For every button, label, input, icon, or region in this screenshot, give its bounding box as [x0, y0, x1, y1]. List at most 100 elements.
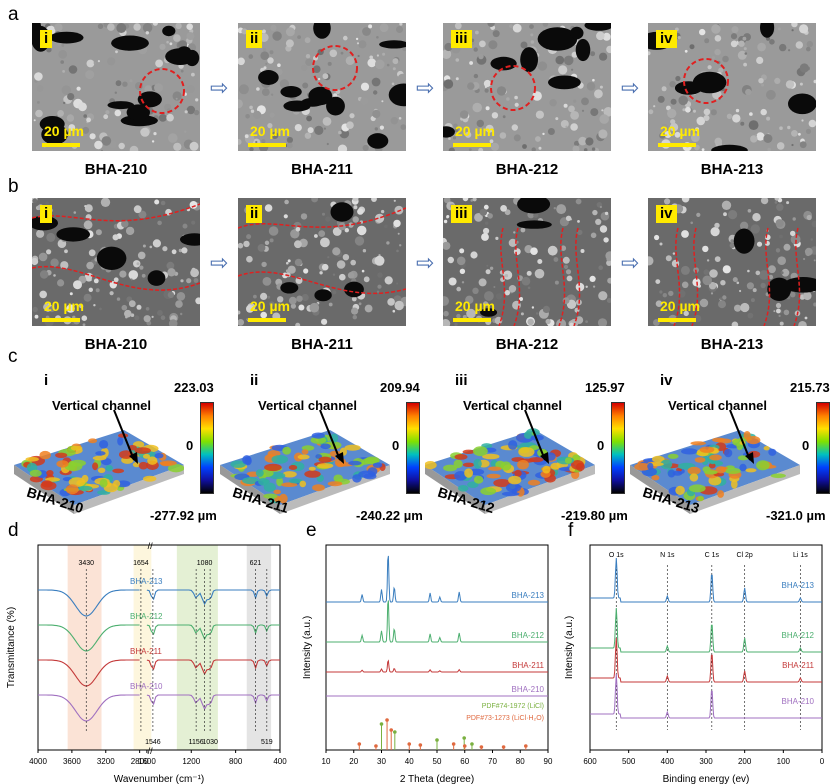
- scale-bar: [42, 143, 80, 147]
- vertical-channel-annotation: Vertical channel: [258, 398, 357, 413]
- xrd-series-line: [326, 600, 548, 643]
- scale-bar: [658, 318, 696, 322]
- reference-marker: [407, 742, 412, 746]
- reference-label: PDF#74-1972 (LiCl): [482, 703, 544, 710]
- sample-name: BHA-210: [84, 336, 148, 353]
- panel-label-f: f: [568, 520, 574, 541]
- peak-label: Li 1s: [793, 552, 808, 559]
- image-index-label: iv: [656, 205, 677, 223]
- x-tick-label: 30: [377, 757, 386, 766]
- image-index-label: iii: [451, 30, 472, 48]
- colorbar-zero: 0: [802, 438, 810, 453]
- series-label: BHA-212: [130, 612, 163, 621]
- x-tick-label: 800: [229, 757, 243, 766]
- colorbar-max: 125.97: [585, 380, 625, 395]
- colorbar-zero: 0: [392, 438, 400, 453]
- panel-label-a: a: [8, 4, 19, 25]
- reference-marker: [470, 742, 474, 746]
- sem-image-a-3: iii 20 µm: [443, 23, 611, 151]
- reference-marker: [462, 736, 466, 740]
- colorbar: [406, 402, 420, 494]
- colorbar: [611, 402, 625, 494]
- xps-series-line: [590, 557, 822, 603]
- x-tick-label: 400: [273, 757, 287, 766]
- series-label: BHA-213: [782, 581, 815, 590]
- absorption-band: [67, 545, 102, 750]
- scale-bar-label: 20 µm: [455, 123, 495, 139]
- x-tick-label: 1600: [138, 757, 156, 766]
- reference-marker: [501, 745, 506, 749]
- xps-chart: Binding energy (ev) Intensity (a.u.) 600 50…: [564, 544, 825, 784]
- xps-series-line: [590, 637, 822, 683]
- scale-bar-label: 20 µm: [660, 298, 700, 314]
- peak-label: Cl 2p: [736, 552, 752, 559]
- peak-label: 1030: [202, 739, 218, 746]
- scale-bar-label: 20 µm: [250, 298, 290, 314]
- colorbar-min: -219.80 µm: [561, 508, 628, 523]
- colorbar-max: 209.94: [380, 380, 420, 395]
- series-label: BHA-210: [782, 697, 815, 706]
- series-label: BHA-210: [512, 685, 545, 694]
- x-tick-label: 300: [699, 757, 713, 766]
- ftir-series-line: [38, 624, 280, 652]
- topography-surface: [220, 410, 390, 514]
- colorbar-zero: 0: [597, 438, 605, 453]
- process-arrow-icon: ⇨: [416, 75, 435, 100]
- reference-marker: [379, 722, 384, 726]
- peak-label: 1080: [197, 560, 213, 567]
- series-label: BHA-213: [130, 577, 163, 586]
- series-label: BHA-211: [130, 647, 162, 656]
- process-arrow-icon: ⇨: [210, 75, 229, 100]
- scale-bar: [453, 318, 491, 322]
- series-label: BHA-213: [512, 591, 545, 600]
- reference-marker: [357, 742, 362, 746]
- scale-bar-label: 20 µm: [660, 123, 700, 139]
- xrd-chart: 2 Theta (degree) Intensity (a.u.) 10 20 30 40…: [302, 544, 553, 784]
- peak-label: N 1s: [660, 552, 675, 559]
- sem-image-a-4: iv 20 µm: [648, 23, 816, 151]
- reference-marker: [435, 738, 439, 742]
- image-index-label: ii: [246, 30, 263, 48]
- y-axis-label: Transmittance (%): [6, 607, 17, 688]
- image-index-label: iv: [656, 30, 677, 48]
- x-tick-label: 10: [322, 757, 331, 766]
- axis-break-icon: //: [148, 541, 154, 551]
- ftir-series-line: [38, 659, 280, 687]
- series-label: BHA-211: [782, 661, 814, 670]
- y-axis-label: Intensity (a.u.): [302, 616, 313, 679]
- series-label: BHA-210: [130, 682, 163, 691]
- vertical-channel-annotation: Vertical channel: [668, 398, 767, 413]
- reference-marker: [462, 744, 467, 748]
- panel-label-e: e: [306, 520, 317, 541]
- x-tick-label: 90: [544, 757, 553, 766]
- scale-bar: [248, 318, 286, 322]
- axis-break-icon: //: [148, 746, 154, 756]
- process-arrow-icon: ⇨: [210, 250, 229, 275]
- scale-bar-label: 20 µm: [250, 123, 290, 139]
- sample-name: BHA-210: [84, 161, 148, 178]
- peak-label: C 1s: [705, 552, 720, 559]
- sample-name: BHA-212: [495, 336, 559, 353]
- absorption-band: [176, 545, 218, 750]
- sample-name: BHA-213: [700, 161, 764, 178]
- peak-label: 3430: [78, 560, 94, 567]
- colorbar: [816, 402, 830, 494]
- colorbar-zero: 0: [186, 438, 194, 453]
- reference-marker: [451, 742, 456, 746]
- x-tick-label: 70: [488, 757, 497, 766]
- peak-label: 1156: [189, 739, 204, 746]
- x-tick-label: 80: [516, 757, 525, 766]
- scale-bar-label: 20 µm: [44, 298, 84, 314]
- x-tick-label: 2800: [131, 757, 149, 766]
- vertical-channel-annotation: Vertical channel: [52, 398, 151, 413]
- xps-series-line: [590, 607, 822, 653]
- reference-marker: [374, 744, 378, 748]
- series-label: BHA-212: [782, 631, 815, 640]
- x-tick-label: 20: [349, 757, 358, 766]
- panel-label-d: d: [8, 520, 19, 541]
- plot-frame: [37, 544, 281, 751]
- sample-name: BHA-211: [291, 161, 353, 178]
- process-arrow-icon: ⇨: [416, 250, 435, 275]
- x-tick-label: 200: [738, 757, 752, 766]
- image-index-label: i: [40, 30, 53, 48]
